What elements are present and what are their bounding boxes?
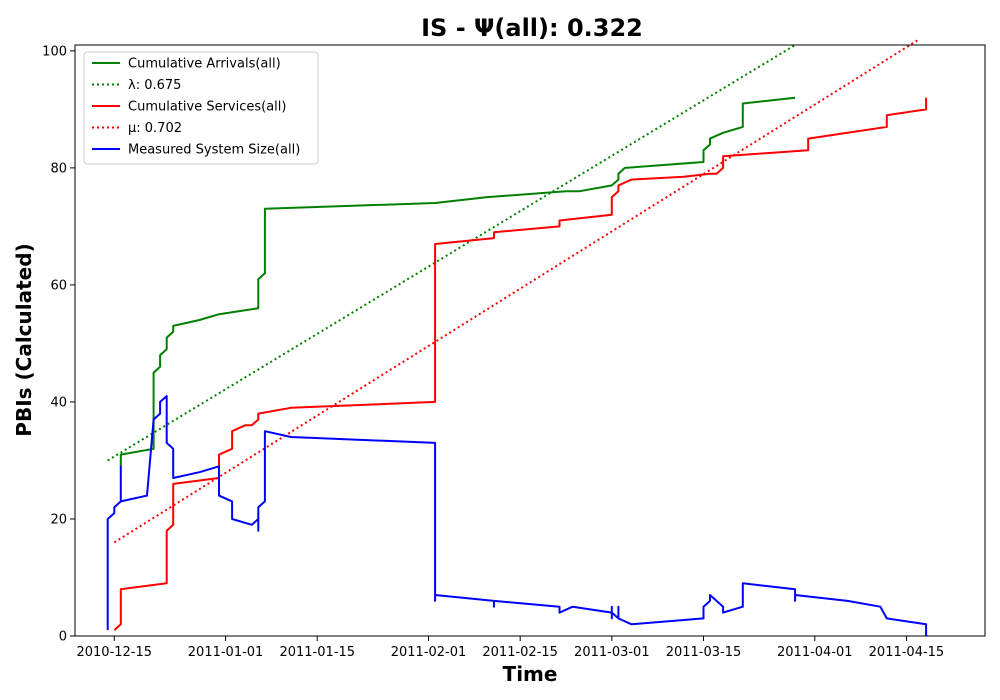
x-tick-label: 2011-02-01 xyxy=(391,645,467,660)
x-tick-label: 2011-01-15 xyxy=(279,645,355,660)
series-line-cumulative-services-all xyxy=(113,97,928,631)
series-line-0-702 xyxy=(113,38,921,544)
x-tick-label: 2011-01-01 xyxy=(188,645,264,660)
series-line-0-675 xyxy=(107,44,796,462)
y-tick-label: 20 xyxy=(50,512,67,527)
x-tick-label: 2011-03-01 xyxy=(574,645,650,660)
x-axis: 2010-12-15 2011-01-01 2011-01-15 2011-02-01… xyxy=(76,636,944,660)
series-line-measured-system-size-all xyxy=(106,395,928,636)
legend-label-measured-system-size-all: Measured System Size(all) xyxy=(128,143,300,158)
series-line-cumulative-arrivals-all xyxy=(119,96,796,467)
plot-frame xyxy=(74,44,986,637)
y-axis-label: PBIs (Calculated) xyxy=(12,243,36,436)
x-tick-label: 2011-04-15 xyxy=(869,645,945,660)
y-tick-label: 40 xyxy=(50,395,67,410)
chart-title: IS - Ψ(all): 0.322 xyxy=(421,14,643,42)
x-tick-label: 2011-02-15 xyxy=(482,645,558,660)
y-tick-label: 60 xyxy=(50,278,67,293)
legend-label-0-702: μ: 0.702 xyxy=(128,121,182,136)
y-tick-label: 0 xyxy=(59,630,67,645)
x-tick-label: 2010-12-15 xyxy=(76,645,152,660)
y-tick-label: 80 xyxy=(50,161,67,176)
legend-label-cumulative-arrivals-all: Cumulative Arrivals(all) xyxy=(128,57,281,72)
legend-box xyxy=(83,51,319,165)
y-axis: 0 20 40 60 80 100 xyxy=(42,44,75,645)
legend-label-0-675: λ: 0.675 xyxy=(128,78,181,93)
legend: Cumulative Arrivals(all) λ: 0.675 Cumulati… xyxy=(83,51,319,165)
x-tick-label: 2011-03-15 xyxy=(666,645,742,660)
x-axis-label: Time xyxy=(503,662,558,686)
x-tick-label: 2011-04-01 xyxy=(777,645,853,660)
y-tick-label: 100 xyxy=(42,44,67,59)
legend-label-cumulative-services-all: Cumulative Services(all) xyxy=(128,100,286,115)
series-layer xyxy=(106,38,928,636)
